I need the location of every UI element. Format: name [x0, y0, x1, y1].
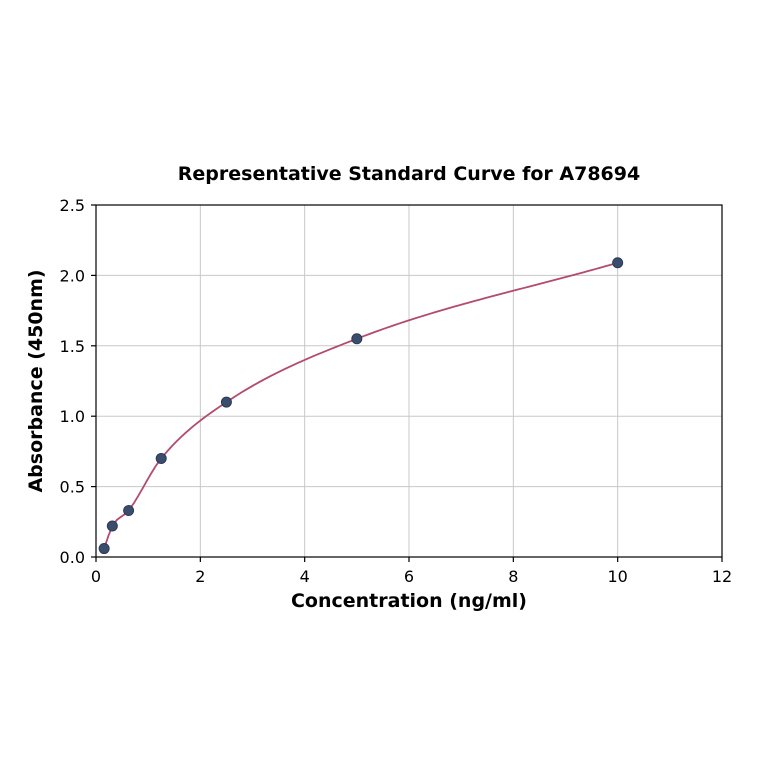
axis-ticks: 0 2 4 6 8 10 12 0.0 0.5 1.0 1.5 2.0 2.5 [60, 196, 733, 586]
y-tick-label: 1.0 [60, 407, 85, 426]
y-tick-label: 0.5 [60, 478, 85, 497]
x-tick-label: 0 [91, 567, 101, 586]
gridlines [96, 205, 722, 557]
y-tick-label: 0.0 [60, 548, 85, 567]
y-axis-label: Absorbance (450nm) [25, 269, 47, 492]
x-tick-label: 4 [300, 567, 310, 586]
x-tick-label: 6 [404, 567, 414, 586]
data-point [351, 333, 363, 345]
x-axis-label: Concentration (ng/ml) [291, 590, 527, 612]
x-tick-label: 2 [195, 567, 205, 586]
y-tick-label: 1.5 [60, 337, 85, 356]
data-point [612, 257, 624, 269]
data-point [155, 452, 167, 464]
x-tick-label: 10 [607, 567, 627, 586]
y-tick-label: 2.5 [60, 196, 85, 215]
data-point [123, 505, 135, 517]
y-tick-label: 2.0 [60, 266, 85, 285]
plot-area: 0 2 4 6 8 10 12 0.0 0.5 1.0 1.5 2.0 2.5 [60, 196, 733, 586]
data-point [220, 396, 232, 408]
x-tick-label: 8 [508, 567, 518, 586]
data-point [106, 520, 118, 532]
data-points [98, 257, 624, 555]
x-tick-label: 12 [712, 567, 732, 586]
chart-title: Representative Standard Curve for A78694 [178, 163, 640, 185]
data-point [98, 543, 110, 555]
